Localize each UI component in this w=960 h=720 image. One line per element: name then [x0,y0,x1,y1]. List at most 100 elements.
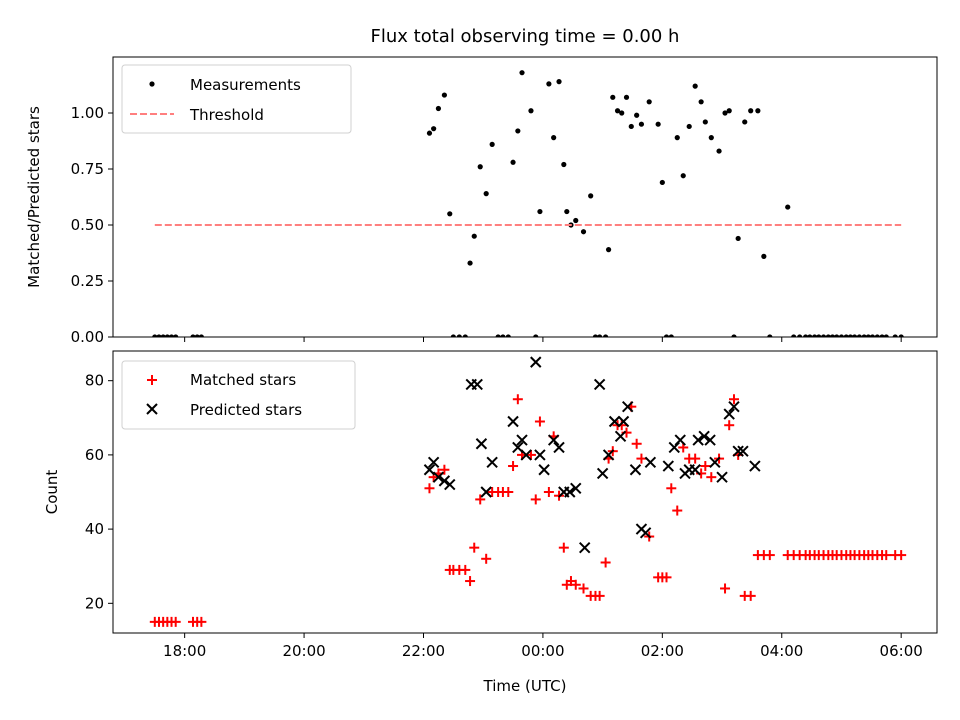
top-y-axis-label: Matched/Predicted stars [25,106,43,288]
bottom-y-axis-label: Count [43,470,61,515]
predicted-stars-point [621,400,634,413]
predicted-stars-point [629,464,642,476]
predicted-stars-point [723,408,735,420]
matched-stars-point [600,557,611,568]
y-tick-label: 40 [85,520,104,538]
predicted-stars-point [602,449,615,461]
measurements-point [564,208,570,215]
bottom-axes-frame [112,350,938,634]
measurements-point [477,164,483,170]
measurements-point [755,108,761,114]
measurements-point [573,217,579,224]
predicted-stars-point [570,482,582,494]
measurements-point [456,334,462,337]
measurements-point [556,79,562,85]
measurements-point [168,334,175,337]
predicted-stars-point [423,464,436,476]
matched-stars-point [706,472,717,483]
predicted-stars-point [444,478,456,491]
predicted-stars-point [662,460,675,472]
measurements-point [450,334,456,337]
measurements-point [462,334,468,337]
matched-stars-point [465,576,476,587]
matched-stars-point [636,453,647,464]
predicted-stars-point [689,464,701,476]
measurements-point [865,334,871,337]
predicted-stars-point [716,471,728,483]
measurements-point [742,119,748,125]
measurements-point [561,161,567,168]
measurements-point [551,135,557,141]
measurements-point [580,229,587,235]
measurements-point [190,334,196,337]
measurements-point [533,334,539,337]
measurements-point [761,253,767,259]
predicted-stars-point [614,430,627,443]
predicted-stars-point [432,471,445,483]
measurements-point [816,334,822,337]
measurements-point [716,148,722,154]
measurements-point [426,130,433,136]
predicted-stars-point [564,486,576,498]
x-tick-label: 02:00 [641,642,684,660]
chart-title: Flux total observing time = 0.00 h [371,26,680,47]
measurements-point [825,334,831,337]
predicted-stars-point [617,415,630,428]
measurements-point [628,123,634,130]
matched-stars-point [525,449,536,460]
measurements-point [847,334,854,337]
y-tick-label: 0.50 [71,216,104,234]
measurements-point [198,334,204,337]
predicted-stars-point [516,434,528,446]
measurements-point [861,334,867,337]
measurements-point [500,334,506,337]
matched-stars-point [481,553,492,564]
matched-stars-point [170,616,181,627]
measurements-point [605,247,612,253]
matched-stars-point [508,461,519,472]
matched-stars-point [672,505,683,516]
measurements-point [834,334,840,337]
measurements-point [610,94,616,100]
matched-stars-point [475,494,486,505]
predicted-stars-point [507,415,519,428]
matched-stars-point [594,590,605,601]
measurements-point [797,334,803,337]
measurements-point [483,191,489,197]
predicted-stars-point [737,445,749,457]
bottom-x-axis-label: Time (UTC) [483,677,567,695]
measurements-point [634,112,640,118]
measurements-point [467,260,473,266]
measurements-point [735,235,741,242]
measurements-point [597,334,603,337]
measurements-point [803,334,809,337]
measurements-point [194,334,200,337]
matched-stars-point [881,550,892,561]
predicted-stars-point [538,464,550,476]
predicted-stars-point [674,434,686,446]
measurements-point [674,135,680,141]
matched-stars-point [724,420,735,431]
predicted-stars-point [534,449,546,461]
measurements-point [668,334,674,337]
predicted-stars-point [749,460,761,472]
measurements-point [838,334,845,337]
measurements-point [692,83,698,89]
top-axes-frame [112,56,938,338]
matched-stars-point [661,572,672,583]
matched-stars-point [728,394,739,405]
matched-stars-point [700,461,711,472]
predicted-stars-point [438,475,451,487]
measurements-point [698,99,704,105]
measurements-point [592,334,599,337]
matched-stars-point [745,590,756,601]
top-ticks: 0.00 0.25 0.50 0.75 1.00 [71,104,902,346]
top-panel: Flux total observing time = 0.00 h 0.000… [25,26,938,346]
top-legend: Measurements Threshold [121,64,352,134]
measurements-point [680,173,686,179]
measurements-point [495,334,501,337]
measurements-point [638,121,645,127]
y-tick-label: 60 [85,446,104,464]
matched-stars-point [512,394,523,405]
measurements-point [156,334,162,337]
